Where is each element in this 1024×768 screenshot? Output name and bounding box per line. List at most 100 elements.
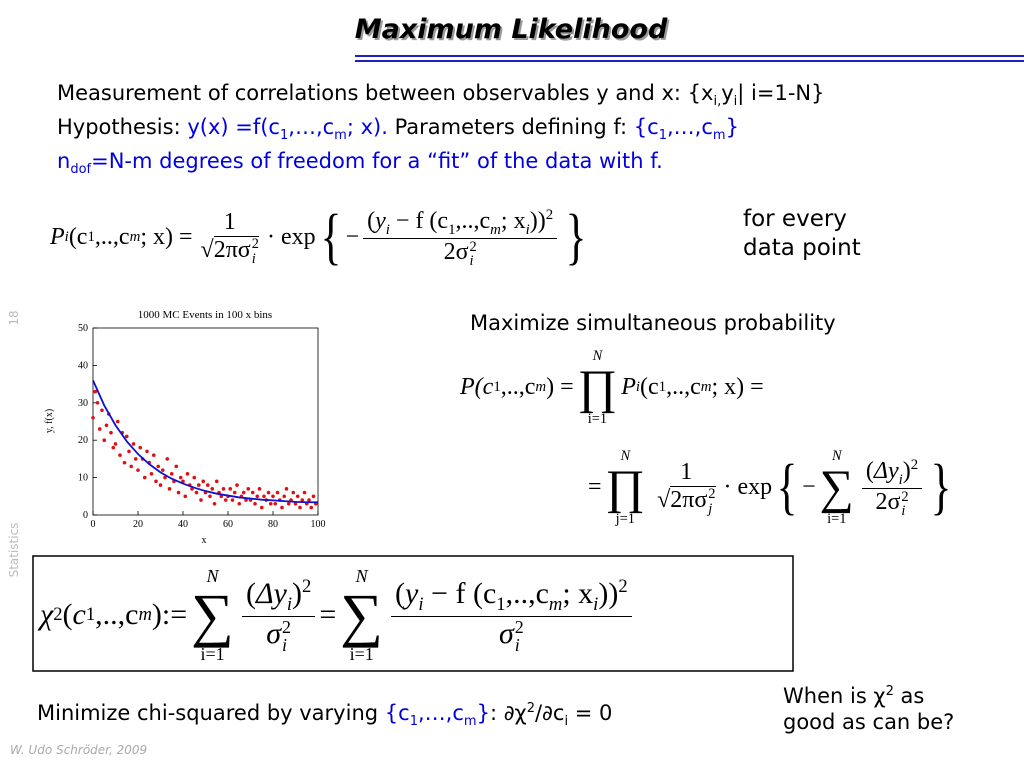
text: j — [708, 500, 713, 517]
text: 2πσ — [670, 487, 708, 514]
data-point — [95, 401, 100, 405]
data-point — [165, 457, 170, 461]
data-point — [232, 490, 237, 495]
text: Hypothesis: — [57, 115, 188, 139]
text: 2 — [901, 488, 909, 505]
text: i — [282, 635, 288, 656]
data-point — [104, 423, 109, 428]
text: m — [138, 604, 152, 625]
page-number: 18 — [7, 310, 21, 325]
text: ∑ — [819, 460, 854, 514]
data-point — [185, 472, 190, 476]
data-point — [221, 487, 226, 491]
x-tick-label: 100 — [311, 519, 326, 530]
text: n — [57, 149, 71, 173]
text: | i=1-N} — [737, 81, 825, 105]
text: {c — [384, 701, 410, 725]
text: ,..,c — [94, 224, 130, 250]
data-point — [176, 490, 181, 495]
y-tick-label: 10 — [78, 473, 88, 484]
text: 1 — [493, 379, 501, 395]
data-point — [280, 505, 284, 510]
text: ) = — [546, 374, 574, 400]
y-axis-label: y, f(x) — [44, 409, 55, 433]
data-point — [163, 475, 167, 480]
text: y — [405, 576, 419, 610]
text: 2 — [545, 206, 554, 223]
text: − f (c — [389, 207, 449, 234]
data-point — [255, 494, 260, 499]
data-point — [199, 498, 203, 502]
text: 1 — [676, 459, 697, 488]
text: 2 — [910, 456, 919, 473]
text: i — [418, 593, 424, 615]
maximize-text: Maximize simultaneous probability — [470, 311, 836, 335]
data-point — [302, 490, 307, 495]
data-point — [293, 501, 298, 506]
text: ( — [245, 576, 256, 610]
data-point — [118, 453, 122, 457]
text: 2 — [708, 486, 716, 503]
data-point — [129, 464, 134, 469]
text: N — [620, 448, 631, 465]
data-point — [183, 494, 188, 499]
data-point — [102, 438, 107, 443]
text: i — [635, 379, 641, 395]
data-point — [154, 479, 158, 484]
text: σ — [498, 616, 514, 650]
text: i — [385, 221, 390, 238]
data-point — [151, 453, 156, 457]
text: for every — [743, 206, 847, 232]
text: data point — [743, 234, 861, 261]
data-point — [100, 408, 104, 413]
text: 2πσ — [213, 237, 251, 264]
text: i=1 — [827, 510, 847, 527]
text: ) — [598, 576, 609, 610]
text: i — [286, 593, 293, 615]
x-axis-label: x — [202, 535, 207, 546]
text: i — [64, 229, 69, 245]
text: · exp — [266, 224, 316, 250]
text: m — [490, 221, 501, 238]
text: ( — [62, 598, 73, 631]
text: 2 — [885, 684, 894, 699]
text: i — [901, 502, 906, 519]
data-point — [286, 501, 291, 506]
data-point — [156, 464, 161, 469]
text: 2σ — [443, 239, 469, 266]
data-point — [192, 475, 197, 480]
text: as — [893, 684, 925, 708]
text: (c — [640, 374, 659, 400]
text: When is χ — [783, 684, 886, 708]
text: σ — [266, 616, 282, 650]
text: χ — [40, 598, 54, 631]
text: Parameters defining f: — [387, 115, 634, 139]
data-point — [244, 498, 248, 502]
data-point — [142, 475, 147, 480]
text: − — [802, 474, 816, 500]
text: 1 — [85, 604, 96, 625]
data-point — [309, 505, 314, 510]
text: j=1 — [615, 510, 635, 527]
data-point — [271, 494, 275, 499]
text: = — [588, 474, 602, 500]
text: 1 — [658, 128, 667, 144]
equation-box — [32, 555, 794, 672]
data-point — [214, 479, 219, 484]
data-point — [174, 464, 179, 469]
dof-line: ndof=N-m degrees of freedom for a “fit” … — [57, 148, 663, 178]
data-point — [253, 501, 257, 506]
data-point — [228, 487, 233, 491]
text: : ∂χ — [489, 701, 527, 725]
text: ) — [292, 576, 303, 610]
text: 2 — [53, 604, 63, 625]
text: 2 — [302, 575, 312, 597]
question: When is χ2 as good as can be? — [783, 683, 954, 736]
data-point — [158, 483, 163, 487]
minimize-text: Minimize chi-squared by varying {c1,…,cm… — [37, 700, 612, 730]
text: ,..,c — [500, 374, 536, 400]
text: i=1 — [349, 644, 374, 664]
text: 1 — [448, 221, 456, 238]
data-point — [122, 460, 127, 465]
